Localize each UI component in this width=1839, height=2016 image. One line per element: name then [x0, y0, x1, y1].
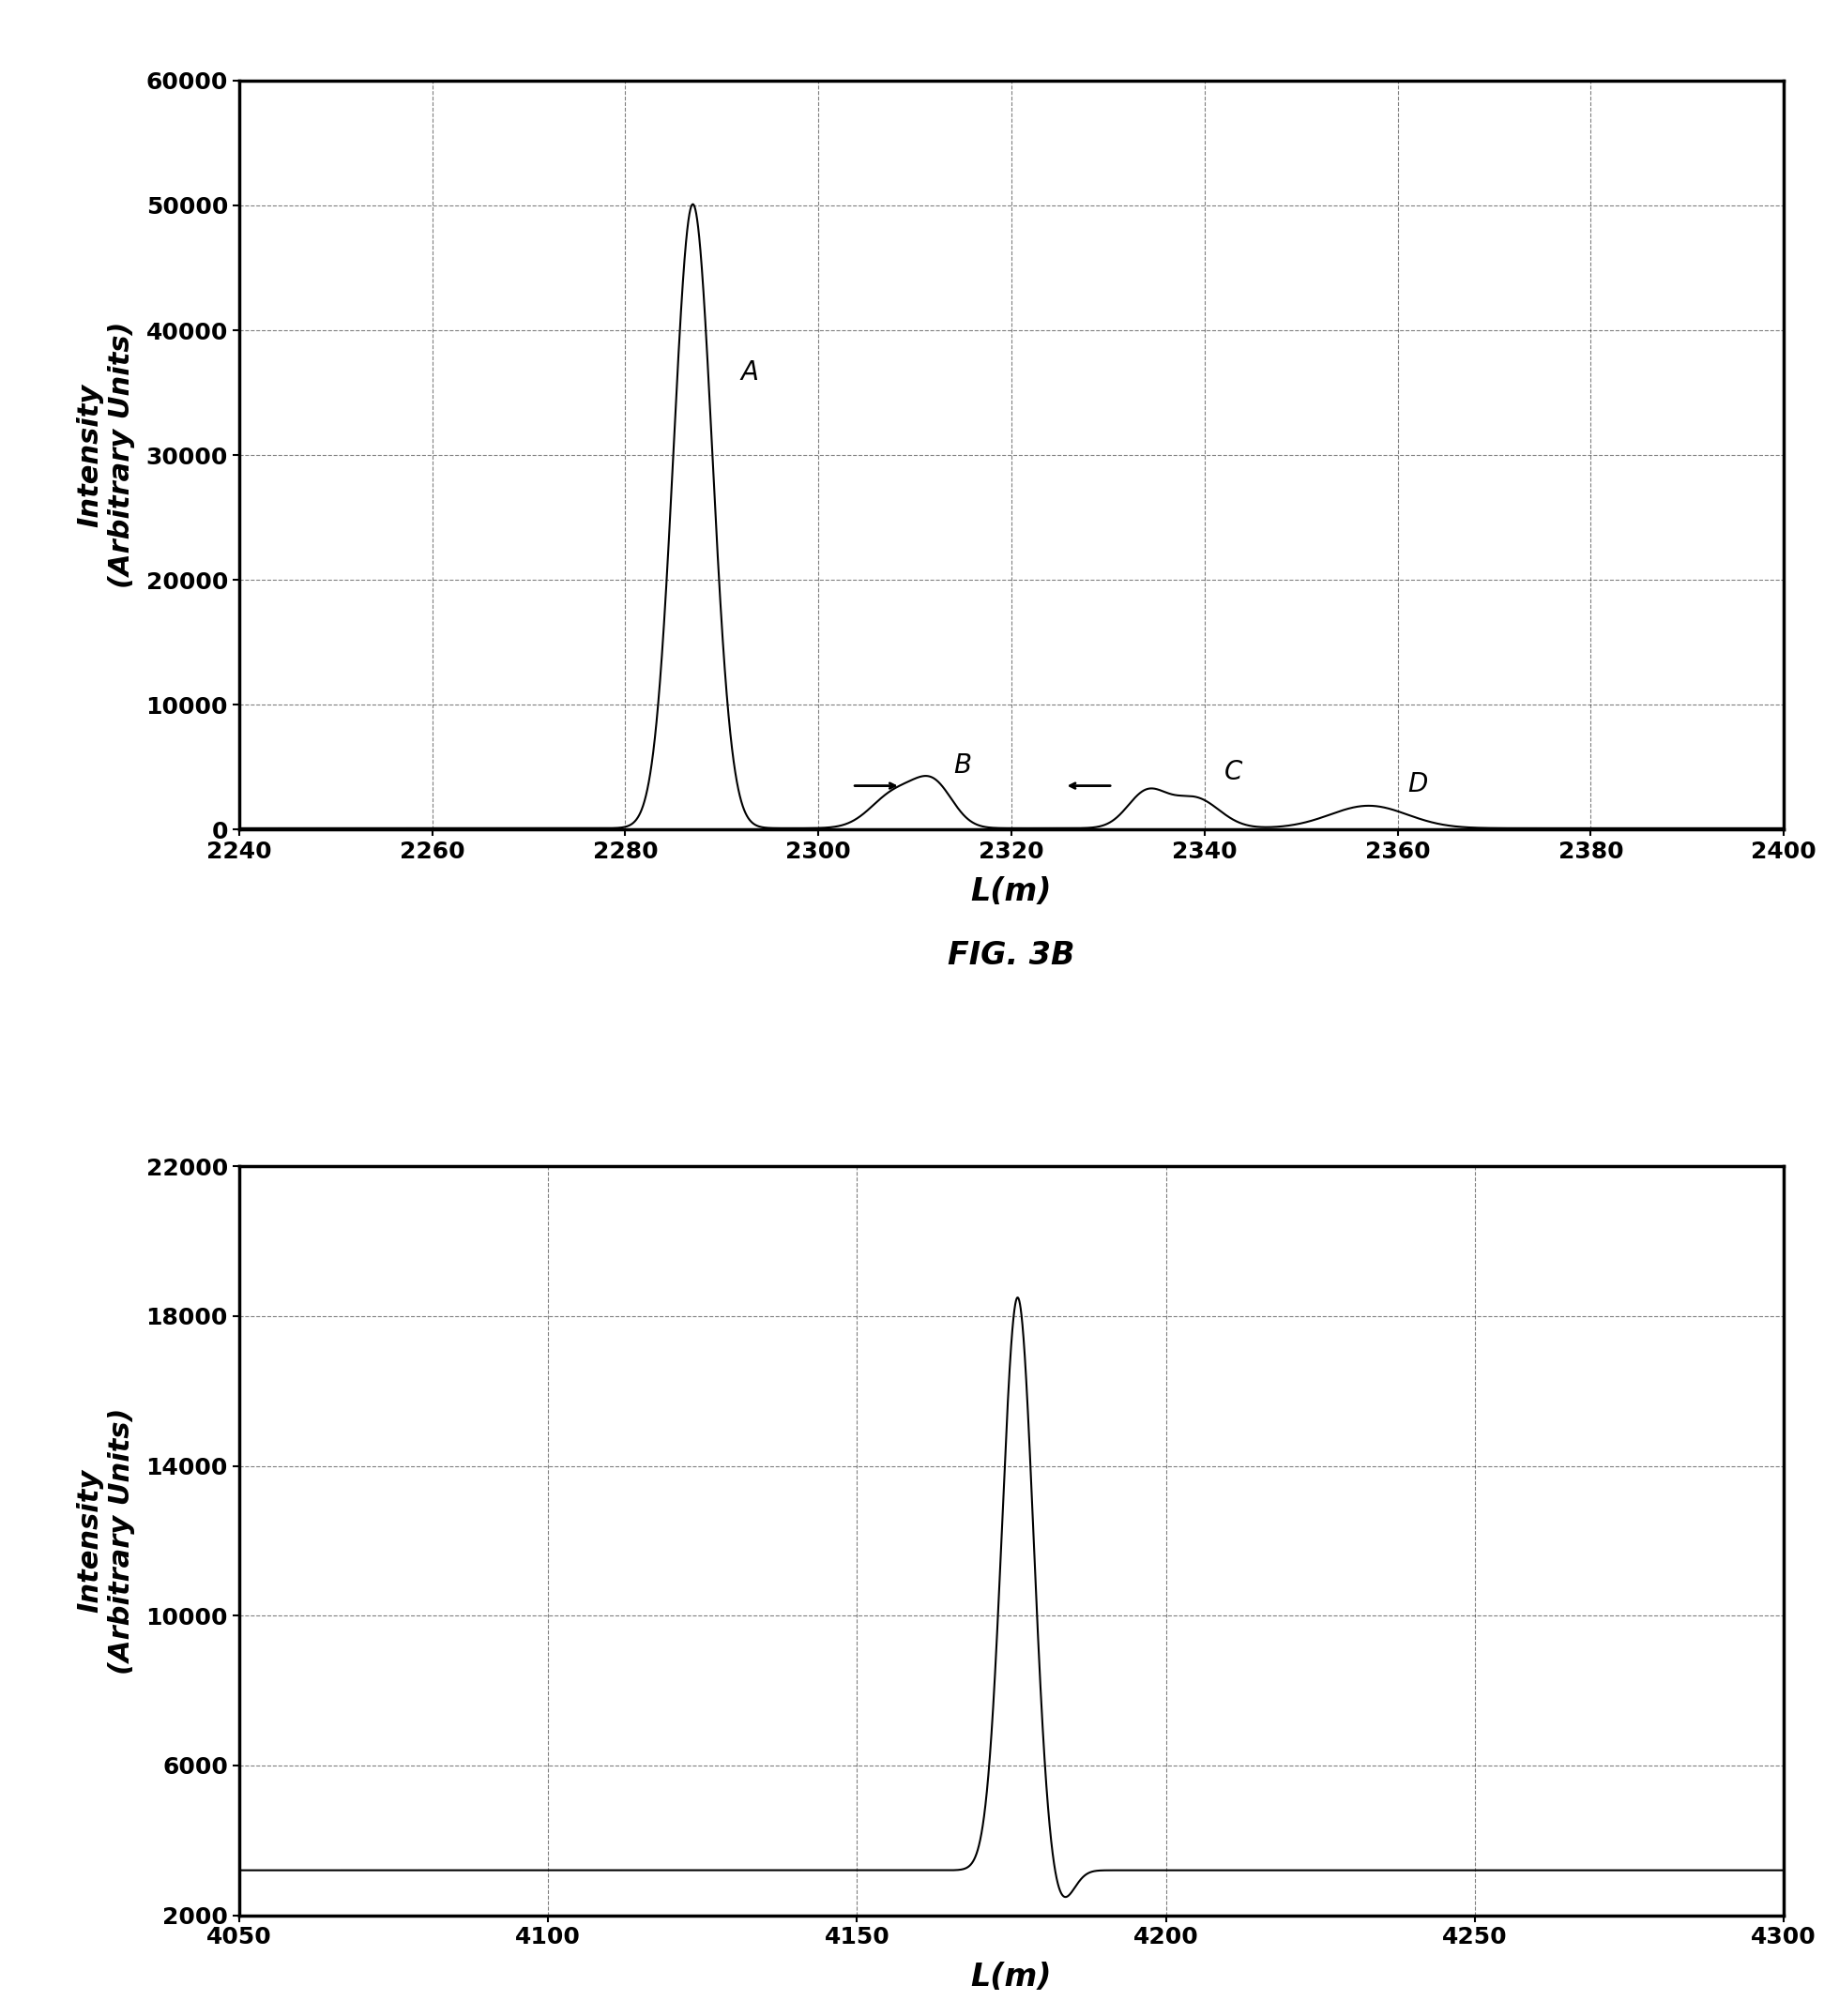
Text: FIG. 3B: FIG. 3B [947, 939, 1076, 972]
Text: A: A [741, 359, 760, 385]
X-axis label: L(m): L(m) [971, 1962, 1052, 1992]
Y-axis label: Intensity
(Arbitrary Units): Intensity (Arbitrary Units) [77, 1407, 136, 1673]
Text: D: D [1407, 772, 1427, 798]
X-axis label: L(m): L(m) [971, 877, 1052, 907]
Text: B: B [953, 752, 971, 778]
Y-axis label: Intensity
(Arbitrary Units): Intensity (Arbitrary Units) [77, 323, 136, 589]
Text: C: C [1225, 758, 1241, 784]
